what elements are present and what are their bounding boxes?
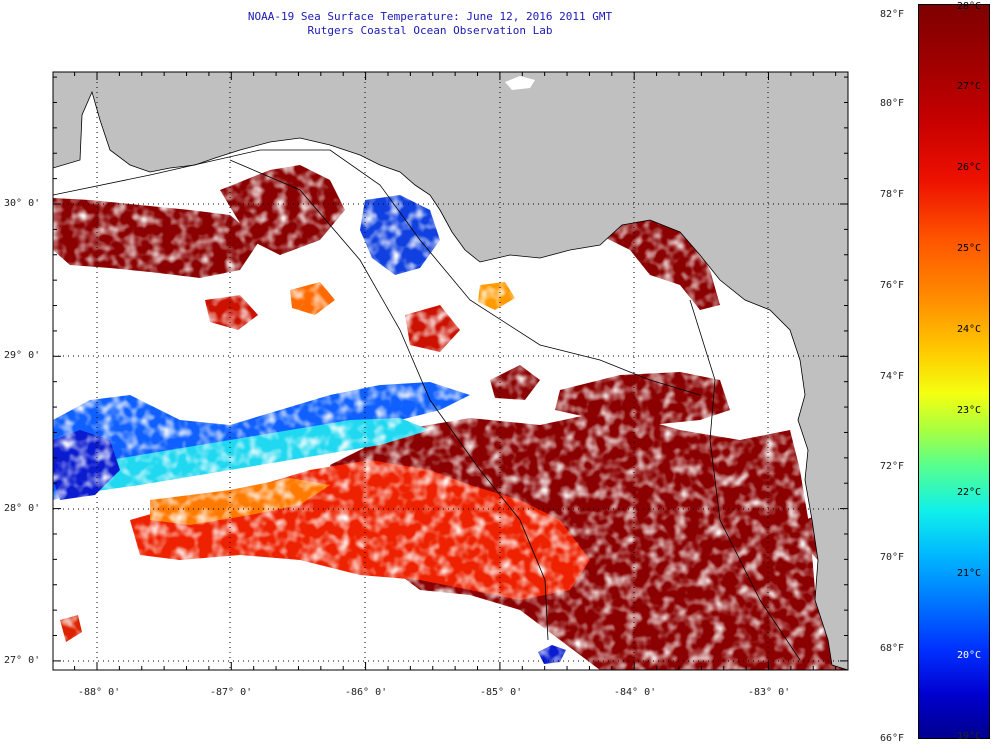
cb-c-24: 24°C bbox=[957, 324, 982, 335]
depth-contour-3 bbox=[689, 299, 801, 661]
lon-label-85: -85° 0' bbox=[480, 687, 523, 698]
lon-label-87: -87° 0' bbox=[210, 687, 253, 698]
cb-f-80: 80°F bbox=[880, 98, 905, 109]
cb-f-66: 66°F bbox=[880, 733, 905, 744]
cb-f-70: 70°F bbox=[880, 552, 905, 563]
cb-c-23: 23°C bbox=[957, 405, 982, 416]
lon-label-83: -83° 0' bbox=[748, 687, 791, 698]
cb-c-26: 26°C bbox=[957, 162, 982, 173]
lon-label-84: -84° 0' bbox=[614, 687, 657, 698]
lon-label-88: -88° 0' bbox=[78, 687, 121, 698]
title-line-2: Rutgers Coastal Ocean Observation Lab bbox=[307, 24, 553, 37]
cb-c-20: 20°C bbox=[957, 650, 982, 661]
lon-label-86: -86° 0' bbox=[345, 687, 388, 698]
cb-f-68: 68°F bbox=[880, 643, 905, 654]
map-title: NOAA-19 Sea Surface Temperature: June 12… bbox=[0, 10, 860, 38]
title-line-1: NOAA-19 Sea Surface Temperature: June 12… bbox=[247, 10, 613, 23]
cb-c-19: 19°C bbox=[957, 731, 982, 742]
cb-f-72: 72°F bbox=[880, 461, 905, 472]
temperature-colorbar bbox=[918, 4, 990, 739]
lat-label-29: 29° 0' bbox=[4, 350, 41, 361]
map-frame bbox=[52, 71, 849, 671]
map-ticks bbox=[53, 72, 848, 670]
small-island bbox=[505, 76, 535, 90]
cb-f-76: 76°F bbox=[880, 280, 905, 291]
depth-contour-2 bbox=[229, 159, 549, 641]
cb-c-25: 25°C bbox=[957, 243, 982, 254]
cb-c-27: 27°C bbox=[957, 81, 982, 92]
cb-f-82: 82°F bbox=[880, 9, 905, 20]
cb-f-78: 78°F bbox=[880, 189, 905, 200]
cb-f-74: 74°F bbox=[880, 371, 905, 382]
lat-label-30: 30° 0' bbox=[4, 198, 41, 209]
cb-c-21: 21°C bbox=[957, 568, 982, 579]
lat-label-28: 28° 0' bbox=[4, 503, 41, 514]
land-area-top bbox=[53, 72, 848, 670]
cb-c-22: 22°C bbox=[957, 487, 982, 498]
lat-label-27: 27° 0' bbox=[4, 655, 41, 666]
depth-contour-1 bbox=[53, 149, 701, 396]
cb-c-28: 28°C bbox=[957, 1, 982, 12]
